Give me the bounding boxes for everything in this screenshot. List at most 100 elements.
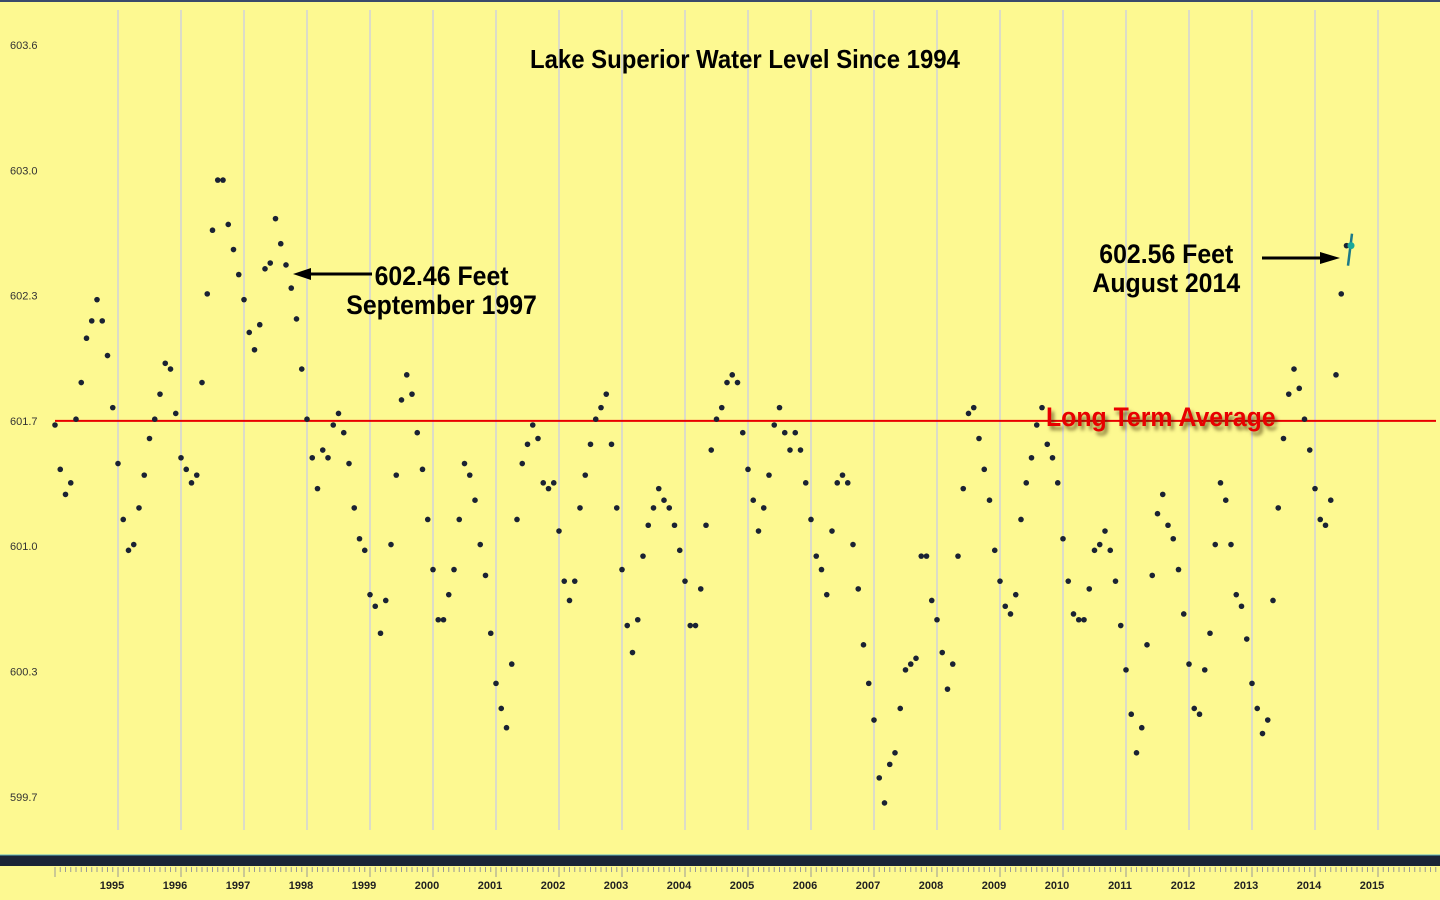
data-point <box>860 642 867 648</box>
data-point <box>73 416 79 423</box>
annotation-1997-date: September 1997 <box>346 290 537 320</box>
x-tick-label: 2010 <box>1045 880 1069 892</box>
data-point <box>1081 616 1087 623</box>
data-point <box>1317 516 1324 523</box>
data-point <box>445 591 452 598</box>
data-point <box>540 480 547 486</box>
data-point <box>487 630 494 637</box>
data-point <box>403 372 410 378</box>
data-point <box>214 177 221 183</box>
x-tick-label: 2009 <box>982 880 1006 892</box>
data-point <box>477 541 484 548</box>
data-point <box>640 553 646 559</box>
data-point <box>1091 547 1098 554</box>
data-point <box>666 505 673 511</box>
data-point <box>561 578 568 584</box>
x-tick-label: 2011 <box>1108 880 1132 892</box>
data-point <box>398 397 405 403</box>
data-point <box>960 485 967 492</box>
data-point <box>582 472 589 478</box>
data-point <box>682 578 688 584</box>
data-point <box>241 296 247 303</box>
data-point <box>209 227 216 234</box>
data-point <box>1228 541 1234 548</box>
data-point <box>655 485 662 492</box>
data-point <box>267 260 274 266</box>
data-point <box>319 447 326 453</box>
data-point <box>1180 611 1187 617</box>
data-point <box>52 422 58 428</box>
data-point <box>151 416 158 423</box>
data-point <box>1264 717 1271 723</box>
data-point <box>802 480 809 486</box>
data-point <box>377 630 384 637</box>
y-tick-label: 601.7 <box>10 416 38 428</box>
data-point <box>1285 391 1292 397</box>
data-point <box>508 661 515 667</box>
data-point <box>440 616 447 623</box>
x-tick-label: 2003 <box>604 880 628 892</box>
annotation-1997-value: 602.46 Feet <box>374 261 509 291</box>
data-point <box>1133 749 1140 756</box>
data-point <box>1002 603 1009 610</box>
data-point <box>1086 586 1093 592</box>
data-point <box>1117 622 1124 629</box>
data-point <box>839 472 846 478</box>
data-point <box>409 391 415 397</box>
data-point <box>892 749 898 756</box>
data-point <box>913 655 919 662</box>
y-tick-label: 602.3 <box>10 291 38 303</box>
data-point <box>424 516 431 523</box>
data-point <box>1102 528 1108 534</box>
data-point <box>724 379 730 386</box>
data-point <box>671 522 678 529</box>
data-point <box>545 485 552 492</box>
data-point <box>634 616 641 623</box>
data-point <box>277 240 284 247</box>
data-point <box>923 553 930 559</box>
x-tick-label: 2015 <box>1360 880 1384 892</box>
data-point <box>388 541 394 548</box>
data-point <box>1175 566 1182 573</box>
data-point <box>125 547 132 554</box>
data-point <box>1159 491 1166 498</box>
data-point <box>1138 724 1145 731</box>
data-point <box>451 566 457 573</box>
data-point <box>1023 480 1030 486</box>
data-point <box>466 472 473 478</box>
data-point <box>1096 541 1103 548</box>
data-point <box>104 352 111 359</box>
data-point <box>1065 578 1072 584</box>
x-tick-label: 2012 <box>1171 880 1195 892</box>
x-tick-label: 2007 <box>856 880 880 892</box>
data-point <box>1254 705 1261 712</box>
x-axis-bar <box>0 855 1440 866</box>
data-point <box>587 441 594 448</box>
data-point <box>1044 441 1051 448</box>
data-point <box>1238 603 1245 610</box>
data-point <box>1327 497 1334 503</box>
data-point <box>1070 611 1077 617</box>
x-tick-label: 1998 <box>289 880 313 892</box>
data-point <box>141 472 148 478</box>
y-tick-label: 601.0 <box>10 541 38 553</box>
data-point <box>1243 636 1250 642</box>
data-point <box>1333 372 1339 378</box>
data-point <box>750 497 757 503</box>
data-point <box>251 346 258 353</box>
data-point <box>199 379 205 386</box>
data-point <box>886 761 893 768</box>
x-tick-label: 2008 <box>919 880 943 892</box>
data-point <box>1170 535 1177 542</box>
data-point <box>1301 416 1308 423</box>
x-tick-label: 2013 <box>1234 880 1258 892</box>
annotation-2014-date: August 2014 <box>1092 268 1241 298</box>
data-point <box>902 667 909 673</box>
x-tick-label: 1999 <box>352 880 376 892</box>
x-tick-label: 2004 <box>667 880 692 892</box>
data-point <box>708 447 715 453</box>
annotation-2014-value: 602.56 Feet <box>1099 239 1234 269</box>
data-point <box>193 472 200 478</box>
data-point <box>78 379 85 386</box>
